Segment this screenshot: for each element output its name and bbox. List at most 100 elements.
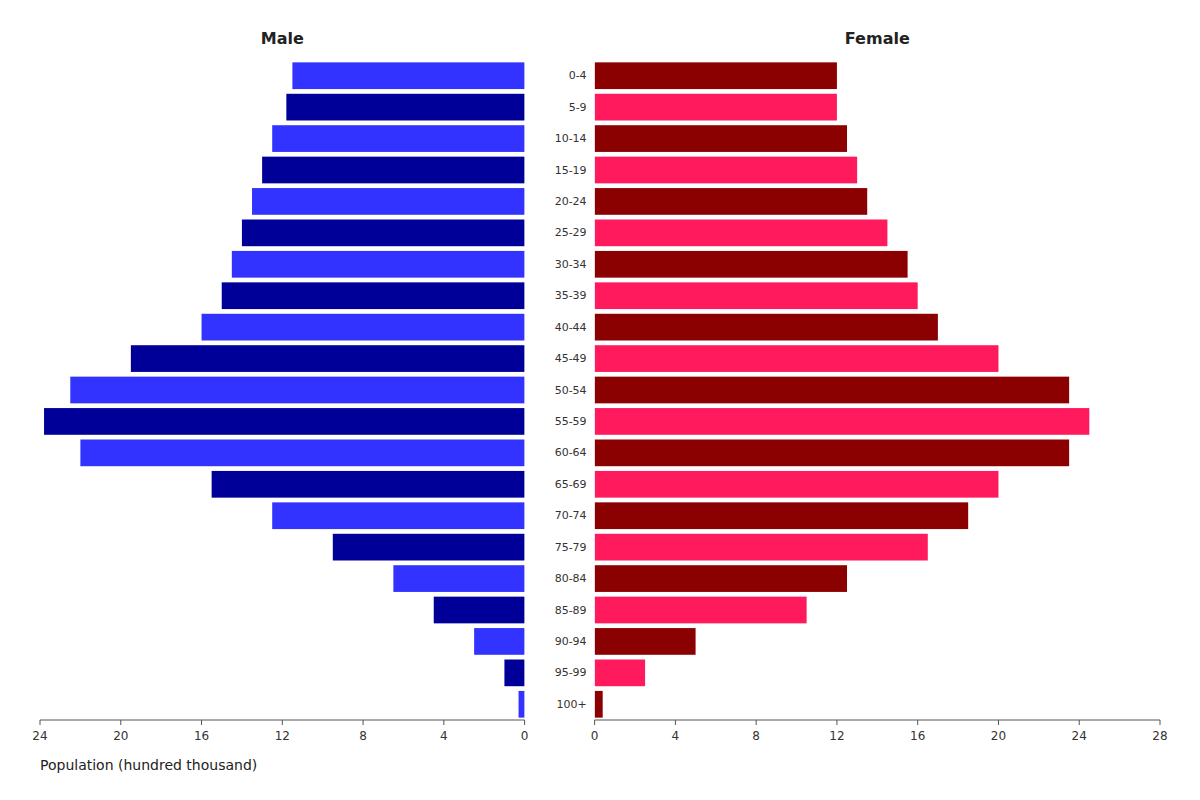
bar — [434, 597, 525, 624]
category-label: 70-74 — [555, 509, 587, 522]
bar — [212, 471, 525, 498]
tick-label: 20 — [991, 729, 1006, 743]
tick-mark — [282, 720, 283, 725]
tick-mark — [363, 720, 364, 725]
bar — [222, 282, 525, 309]
bar — [80, 440, 524, 467]
category-label: 90-94 — [555, 635, 587, 648]
bar — [333, 534, 525, 561]
bar — [232, 251, 525, 278]
axis-line — [40, 720, 525, 721]
tick-mark — [201, 720, 202, 725]
bar — [595, 408, 1090, 435]
bar — [595, 345, 999, 372]
tick-mark — [1079, 720, 1080, 725]
tick-label: 0 — [591, 729, 599, 743]
category-label: 45-49 — [555, 352, 587, 365]
tick-label: 16 — [910, 729, 925, 743]
tick-mark — [675, 720, 676, 725]
tick-label: 24 — [1072, 729, 1087, 743]
bar — [292, 62, 524, 89]
bar — [202, 314, 525, 341]
category-label: 95-99 — [555, 666, 587, 679]
bar — [595, 251, 908, 278]
bar — [595, 565, 847, 592]
category-label: 80-84 — [555, 572, 587, 585]
title: Male — [261, 29, 304, 48]
bar — [286, 94, 524, 121]
bar — [504, 660, 524, 687]
bar — [131, 345, 525, 372]
bar — [595, 94, 837, 121]
bar — [595, 377, 1070, 404]
category-label: 35-39 — [555, 289, 587, 302]
tick-label: 20 — [113, 729, 128, 743]
tick-label: 16 — [194, 729, 209, 743]
bar — [595, 282, 918, 309]
bar — [595, 597, 807, 624]
bars — [595, 62, 1090, 717]
category-label: 100+ — [556, 698, 586, 711]
bar — [252, 188, 525, 215]
title: Female — [845, 29, 910, 48]
tick-mark — [443, 720, 444, 725]
tick-label: 8 — [359, 729, 367, 743]
bar — [519, 691, 525, 718]
category-label: 5-9 — [569, 101, 587, 114]
tick-label: 12 — [829, 729, 844, 743]
bar — [595, 660, 645, 687]
category-label: 55-59 — [555, 415, 587, 428]
tick-label: 4 — [440, 729, 448, 743]
bar — [272, 502, 524, 529]
bar — [595, 628, 696, 655]
category-label: 60-64 — [555, 446, 587, 459]
tick-mark — [998, 720, 999, 725]
chart: Male 0 4 8 12 16 20 24 Population (hundred thous… — [0, 0, 1200, 800]
bar — [595, 440, 1070, 467]
tick-mark — [756, 720, 757, 725]
bar — [474, 628, 524, 655]
category-label: 10-14 — [555, 132, 587, 145]
bar — [595, 471, 999, 498]
category-label: 15-19 — [555, 164, 587, 177]
bar — [595, 691, 603, 718]
category-label: 30-34 — [555, 258, 587, 271]
bar — [272, 125, 524, 152]
category-label: 50-54 — [555, 384, 587, 397]
tick-label: 8 — [752, 729, 760, 743]
bar — [595, 534, 928, 561]
tick-mark — [836, 720, 837, 725]
tick-mark — [594, 720, 595, 725]
category-label: 75-79 — [555, 541, 587, 554]
bar — [595, 188, 868, 215]
tick-mark — [917, 720, 918, 725]
category-label: 40-44 — [555, 321, 587, 334]
category-label: 25-29 — [555, 226, 587, 239]
bar — [595, 125, 847, 152]
bar — [70, 377, 524, 404]
tick-label: 24 — [32, 729, 47, 743]
tick-mark — [120, 720, 121, 725]
bar — [262, 157, 524, 184]
bar — [595, 157, 857, 184]
bars — [44, 62, 525, 717]
tick-mark — [40, 720, 41, 725]
bar — [393, 565, 524, 592]
bar — [595, 220, 888, 247]
panel: Male 0 4 8 12 16 20 24 — [32, 29, 528, 743]
tick-label: 4 — [672, 729, 680, 743]
tick-label: 0 — [521, 729, 529, 743]
tick-mark — [1160, 720, 1161, 725]
panel: Female0481216202428100+95-9990-9485-8980… — [555, 29, 1168, 743]
axis-label: Population (hundred thousand) — [40, 757, 257, 773]
bar — [595, 62, 837, 89]
category-label: 20-24 — [555, 195, 587, 208]
category-label: 65-69 — [555, 478, 587, 491]
category-label: 0-4 — [569, 69, 587, 82]
axis-line — [595, 720, 1160, 721]
category-label: 85-89 — [555, 604, 587, 617]
bar — [242, 220, 525, 247]
tick-label: 12 — [275, 729, 290, 743]
bar — [595, 314, 938, 341]
bar — [44, 408, 525, 435]
